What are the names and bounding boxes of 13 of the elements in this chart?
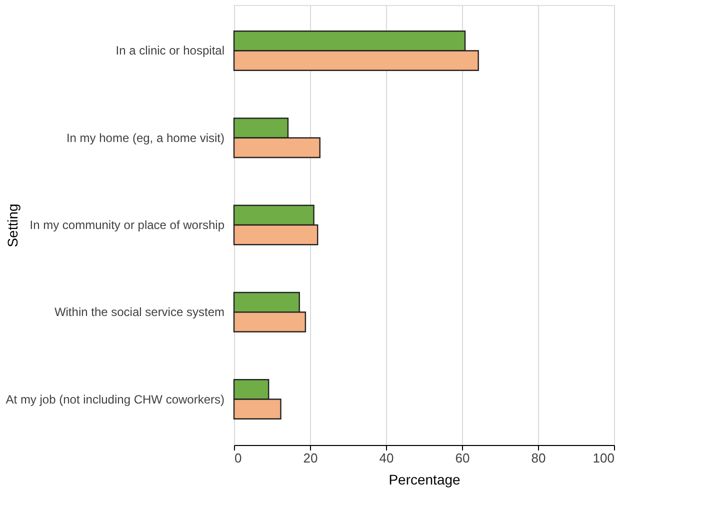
y-tick-label: Within the social service system xyxy=(54,305,224,320)
x-tick-label: 20 xyxy=(303,450,318,466)
y-tick-label: In my community or place of worship xyxy=(30,218,225,232)
y-tick-label: In my home (eg, a home visit) xyxy=(66,130,224,145)
x-tick-label: 100 xyxy=(592,450,614,466)
y-tick-label: In a clinic or hospital xyxy=(116,44,224,58)
x-axis-title: Percentage xyxy=(388,472,461,488)
x-tick-label: 60 xyxy=(455,450,470,466)
x-tick-label: 0 xyxy=(234,450,242,466)
y-tick-label: At my job (not including CHW coworkers) xyxy=(6,392,224,406)
y-axis-title: Setting xyxy=(4,204,20,248)
x-tick-label: 40 xyxy=(379,450,394,466)
x-tick-label: 80 xyxy=(531,450,546,466)
